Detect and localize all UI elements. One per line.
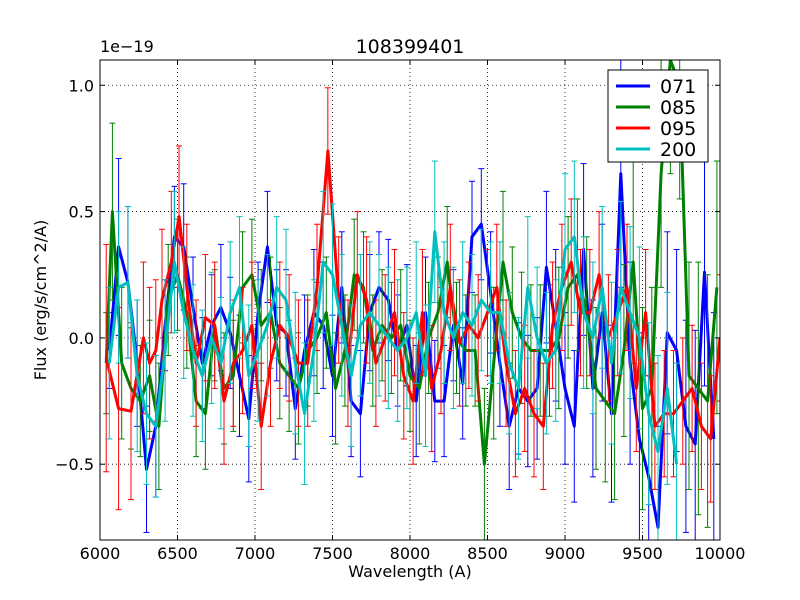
legend-label-200: 200 <box>660 139 696 161</box>
legend-label-095: 095 <box>660 118 696 140</box>
series-line-071 <box>107 172 716 529</box>
x-axis-label: Wavelength (A) <box>348 562 471 581</box>
series-layer <box>103 60 720 540</box>
x-tick-label: 9000 <box>545 544 586 563</box>
y-tick-label: 1.0 <box>69 76 94 95</box>
x-tick-label: 10000 <box>695 544 746 563</box>
y-tick-label: 0.5 <box>69 203 94 222</box>
y-axis-label: Flux (erg/s/cm^2/A) <box>31 220 50 381</box>
y-offset-text: 1e−19 <box>100 37 154 56</box>
legend-label-085: 085 <box>660 97 696 119</box>
y-tick-label: −0.5 <box>55 455 94 474</box>
series-line-200 <box>107 230 679 465</box>
x-tick-label: 8500 <box>467 544 508 563</box>
x-tick-label: 7000 <box>235 544 276 563</box>
chart-title: 108399401 <box>356 36 465 58</box>
x-tick-label: 6500 <box>157 544 198 563</box>
x-tick-label: 9500 <box>622 544 663 563</box>
axis-ticks: 6000 6500 7000 7500 8000 8500 9000 9500 10000 −0.… <box>55 60 745 563</box>
x-tick-label: 8000 <box>390 544 431 563</box>
x-tick-label: 7500 <box>312 544 353 563</box>
x-tick-label: 6000 <box>80 544 121 563</box>
series-200 <box>106 160 680 540</box>
series-line-085 <box>104 60 719 466</box>
legend-label-071: 071 <box>660 76 696 98</box>
y-tick-label: 0.0 <box>69 329 94 348</box>
